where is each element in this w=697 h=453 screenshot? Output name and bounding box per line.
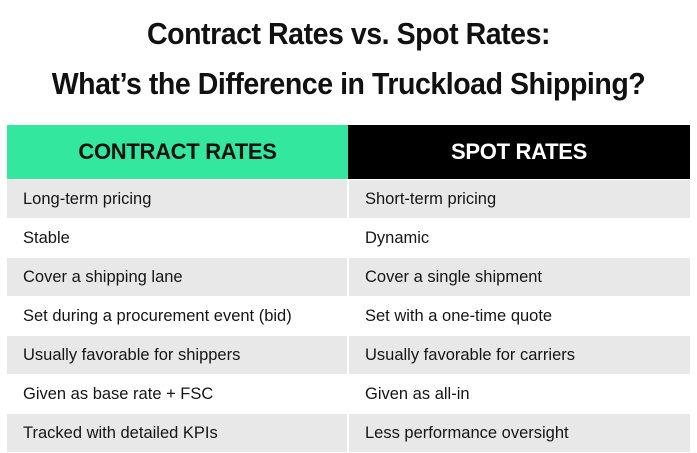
spot-cell: Given as all-in: [347, 374, 690, 414]
contract-cell: Tracked with detailed KPIs: [7, 413, 348, 452]
spot-cell: Short-term pricing: [347, 179, 690, 219]
spot-cell: Cover a single shipment: [347, 257, 690, 297]
table-row: Usually favorable for shippers Usually f…: [7, 335, 690, 375]
contract-cell: Long-term pricing: [7, 179, 348, 219]
spot-cell: Less performance oversight: [347, 413, 690, 452]
table-row: Set during a procurement event (bid) Set…: [7, 296, 690, 336]
table-row: Cover a shipping lane Cover a single shi…: [7, 257, 690, 297]
table-row: Given as base rate + FSC Given as all-in: [7, 374, 690, 414]
table-row: Long-term pricing Short-term pricing: [7, 179, 690, 219]
header-contract-rates: CONTRACT RATES: [7, 125, 348, 180]
table-row: Tracked with detailed KPIs Less performa…: [7, 413, 690, 452]
contract-cell: Usually favorable for shippers: [7, 335, 348, 375]
title-line-1: Contract Rates vs. Spot Rates:: [146, 16, 551, 51]
comparison-table: CONTRACT RATES SPOT RATES Long-term pric…: [7, 125, 690, 452]
spot-cell: Set with a one-time quote: [347, 296, 690, 336]
contract-cell: Given as base rate + FSC: [7, 374, 348, 414]
spot-cell: Dynamic: [347, 218, 690, 258]
header-spot-rates: SPOT RATES: [348, 125, 690, 180]
table-row: Stable Dynamic: [7, 218, 690, 258]
spot-cell: Usually favorable for carriers: [347, 335, 690, 375]
contract-cell: Set during a procurement event (bid): [7, 296, 348, 336]
contract-cell: Cover a shipping lane: [7, 257, 348, 297]
table-header-row: CONTRACT RATES SPOT RATES: [7, 125, 690, 180]
contract-cell: Stable: [7, 218, 348, 258]
title-line-2: What’s the Difference in Truckload Shipp…: [51, 66, 646, 101]
